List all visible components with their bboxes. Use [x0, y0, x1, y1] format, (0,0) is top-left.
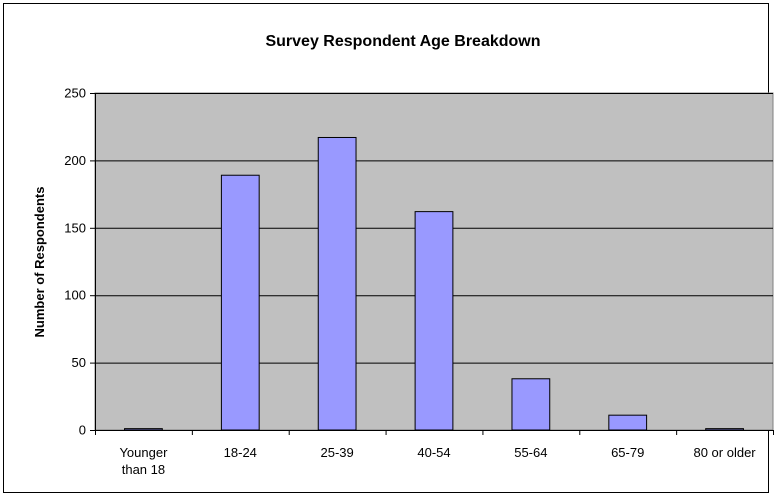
bar — [124, 428, 163, 431]
x-tick-label: 80 or older — [693, 445, 756, 460]
x-tick-label: 25-39 — [321, 445, 354, 460]
chart-title: Survey Respondent Age Breakdown — [265, 33, 540, 50]
bar — [608, 414, 648, 431]
bar — [511, 378, 551, 431]
x-tick-label: 18-24 — [224, 445, 257, 460]
y-tick-label: 0 — [79, 423, 86, 438]
bar — [705, 428, 744, 431]
y-tick-label: 200 — [64, 153, 86, 168]
y-tick-label: 150 — [64, 220, 86, 235]
x-tick-label: 65-79 — [611, 445, 644, 460]
bar — [317, 136, 357, 431]
x-tick-label: Younger than 18 — [119, 445, 168, 477]
bar — [220, 174, 260, 431]
y-tick-label: 250 — [64, 86, 86, 101]
x-tick-label: 40-54 — [417, 445, 450, 460]
x-tick-label: 55-64 — [514, 445, 547, 460]
plot-area: 0 50 100 150 200 250 Younger than 18 18-24 25-39 4… — [64, 86, 774, 477]
y-tick-label: 50 — [72, 355, 86, 370]
y-tick-label: 100 — [64, 288, 86, 303]
bar — [414, 211, 454, 431]
y-axis-label: Number of Respondents — [32, 187, 47, 338]
